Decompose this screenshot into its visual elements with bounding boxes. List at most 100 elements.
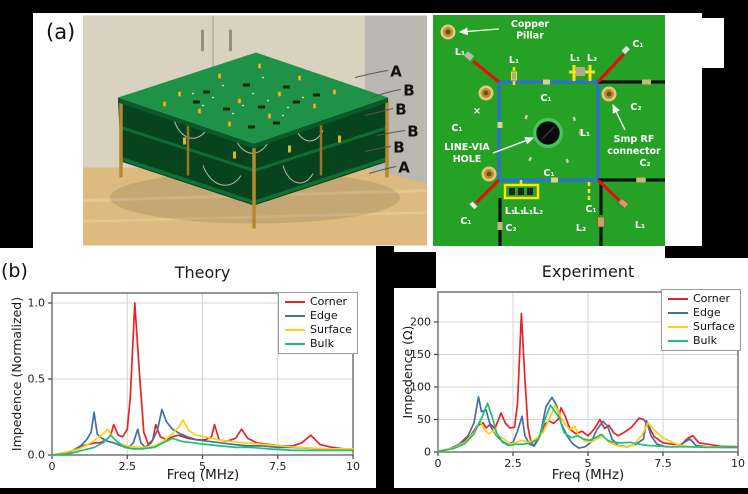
x-tick-label: 2.5: [119, 460, 137, 473]
smp-rf-connector-icon: [601, 86, 617, 102]
copper-pillar-icon: [481, 166, 497, 182]
experiment-x-axis-label: Freq (MHz): [551, 467, 625, 483]
pcb-label: L₁: [635, 220, 645, 231]
x-tick-label: 0: [435, 457, 442, 470]
inductor-component: [511, 71, 517, 81]
legend-line-icon: [668, 312, 688, 314]
capacitor-component: [621, 45, 630, 55]
solder-pad: [497, 122, 503, 128]
via-ring: [533, 118, 563, 148]
legend-entry-bulk: Bulk: [285, 337, 352, 351]
legend-label: Corner: [310, 295, 348, 308]
legend-entry-corner: Corner: [285, 295, 352, 309]
layer-label: A: [398, 159, 410, 177]
x-tick-label: 0: [49, 460, 56, 473]
pcb-label: C₁: [460, 216, 471, 227]
legend-label: Bulk: [310, 337, 334, 350]
legend-line-icon: [668, 326, 688, 328]
brass-standoffs: [119, 99, 389, 229]
experiment-chart-title: Experiment: [541, 262, 635, 281]
y-tick-label: 1.0: [28, 297, 46, 310]
x-tick-label: 10: [346, 460, 360, 473]
legend-label: Surface: [310, 323, 352, 336]
pcb-label: C₂: [639, 158, 650, 169]
white-notch: [702, 18, 724, 68]
legend-label: Corner: [693, 292, 731, 305]
pcb-label: L₁: [570, 53, 580, 64]
red-diagonal-traces: [471, 52, 626, 205]
y-tick-label: 100: [410, 381, 431, 394]
pcb-label: L₁: [455, 47, 465, 58]
top-board-face: [118, 52, 388, 144]
black-block: [393, 252, 436, 288]
series-line-surface: [51, 419, 354, 456]
pcb-label: ×: [473, 106, 481, 117]
hole-highlight: [541, 126, 555, 140]
legend-entry-edge: Edge: [668, 306, 735, 320]
theory-chart-legend: Corner Edge Surface Bulk: [278, 292, 358, 354]
theory-y-axis-label: Impedence (Normalized): [9, 296, 24, 452]
y-tick-label: 0.0: [28, 449, 46, 462]
pcb-label: L₂: [533, 206, 543, 217]
theory-chart-title: Theory: [174, 263, 231, 282]
bracket-components: [509, 188, 533, 195]
black-trace-lines: [498, 80, 665, 246]
legend-line-icon: [285, 301, 305, 303]
copper-pillar-icon: [440, 24, 456, 40]
legend-label: Surface: [693, 320, 735, 333]
legend-entry-surface: Surface: [668, 320, 735, 334]
callout-text: LINE-VIA: [444, 142, 490, 153]
y-tick-label: 200: [410, 316, 431, 329]
layer-label: B: [395, 101, 406, 119]
callout-arrow-icon: [492, 137, 535, 154]
layer-leader-lines: [354, 70, 406, 174]
y-tick-label: 0.5: [28, 373, 46, 386]
pcb-label: C₁: [451, 123, 462, 134]
legend-label: Edge: [310, 309, 338, 322]
callout-text: Smp RF: [614, 134, 655, 145]
callout-arrow-icon: [458, 27, 500, 36]
legend-line-icon: [285, 315, 305, 317]
black-divider: [376, 246, 394, 494]
series-line-bulk: [437, 402, 739, 453]
inductor-component: [617, 197, 630, 210]
layer-label: B: [403, 82, 414, 100]
solder-dots: [192, 76, 304, 117]
capacitor-component: [469, 201, 478, 210]
black-border-top: [0, 0, 748, 13]
y-tick-label: 0: [424, 446, 431, 459]
series-line-corner: [437, 312, 739, 453]
cabinet-handle-icon: [201, 29, 204, 52]
experiment-chart-legend: Corner Edge Surface Bulk: [661, 289, 741, 351]
legend-label: Bulk: [693, 334, 717, 347]
pcb-label: C₁: [632, 39, 643, 50]
legend-entry-surface: Surface: [285, 323, 352, 337]
callout-text: HOLE: [453, 154, 482, 165]
legend-entry-bulk: Bulk: [668, 334, 735, 348]
legend-line-icon: [285, 329, 305, 331]
brass-standoffs-inner: [186, 122, 323, 176]
legend-entry-edge: Edge: [285, 309, 352, 323]
panel-b-label: (b): [1, 260, 28, 282]
x-tick-label: 2.5: [504, 457, 522, 470]
theory-x-axis-label: Freq (MHz): [166, 467, 240, 483]
pcb-label: C₂: [630, 102, 641, 113]
pin-headers: [162, 63, 337, 127]
pcb-label: C₁: [540, 93, 551, 104]
pcb-label: C₁: [543, 168, 554, 179]
pcb-label: L₁: [580, 128, 590, 139]
inductor-component: [597, 216, 605, 228]
cabinet-handle-icon: [229, 29, 232, 52]
x-tick-label: 7.5: [654, 457, 672, 470]
callout-text: Copper: [511, 19, 550, 30]
via-specks: [524, 114, 584, 164]
x-tick-label: 5: [199, 460, 206, 473]
copper-pillar-icon: [478, 85, 494, 101]
pcb-label: L₁: [514, 206, 524, 217]
solder-pad: [551, 177, 558, 183]
